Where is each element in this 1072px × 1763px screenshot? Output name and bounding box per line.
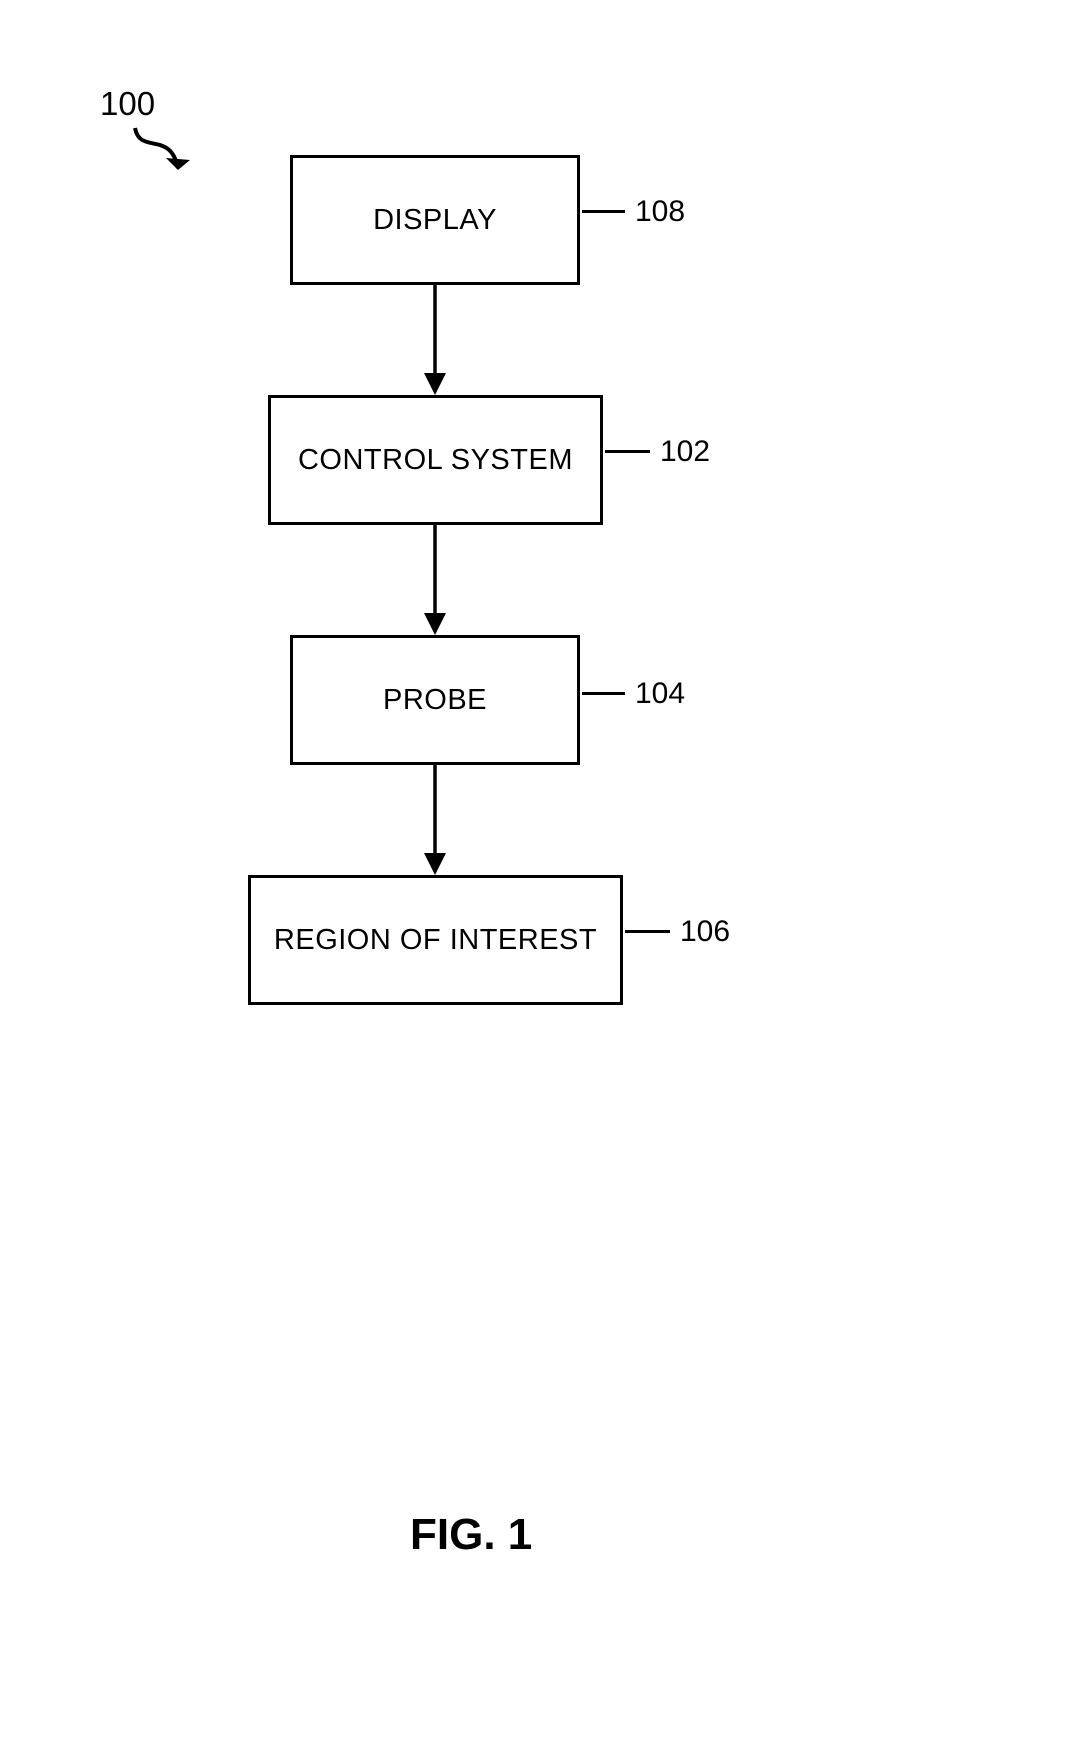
- diagram-canvas: 100 DISPLAY 108 CONTROL SYSTEM 102 PROBE…: [0, 0, 1072, 1763]
- node-region-of-interest: REGION OF INTEREST: [248, 875, 623, 1005]
- figure-caption: FIG. 1: [410, 1510, 532, 1560]
- leader-roi: [625, 930, 670, 933]
- ref-roi: 106: [680, 915, 730, 949]
- node-region-of-interest-label: REGION OF INTEREST: [274, 924, 597, 957]
